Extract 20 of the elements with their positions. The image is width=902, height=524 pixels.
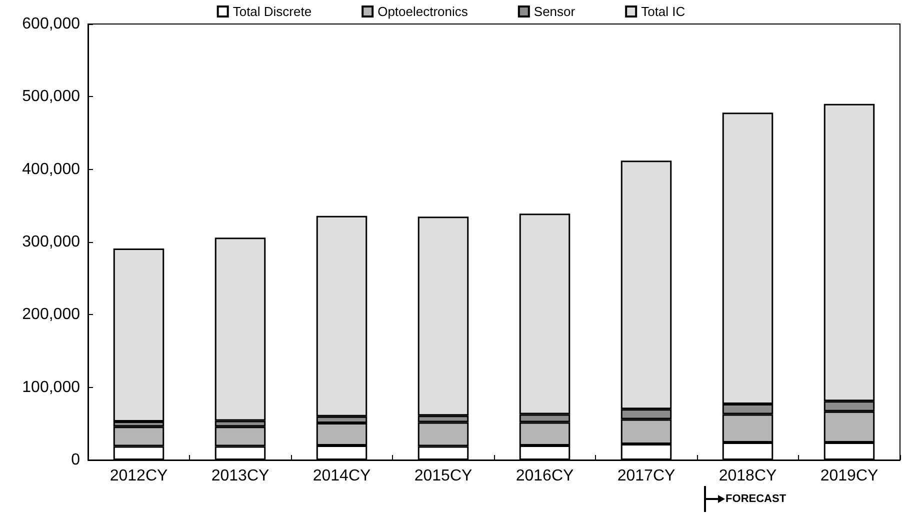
x-tick-label: 2013CY	[211, 468, 270, 484]
y-tick-label: 200,000	[22, 306, 80, 324]
x-tick-label: 2019CY	[820, 468, 878, 484]
y-tick-label: 500,000	[22, 88, 80, 106]
x-tick-label: 2014CY	[312, 468, 371, 484]
y-tick-label: 0	[71, 452, 80, 468]
y-tick-label: 400,000	[22, 160, 80, 178]
x-tick-label: 2012CY	[110, 468, 168, 484]
y-tick-label: 100,000	[22, 378, 80, 396]
x-tick-label: 2018CY	[718, 468, 777, 484]
text: FORECAST	[726, 493, 786, 505]
x-tick-label: 2017CY	[617, 468, 676, 484]
x-tick-label: 2016CY	[516, 468, 574, 484]
legend-label: Sensor	[534, 4, 576, 19]
y-tick-label: 600,000	[22, 16, 80, 32]
x-tick-label: 2015CY	[414, 468, 472, 484]
legend-label: Total IC	[641, 4, 686, 19]
legend-label: Optoelectronics	[378, 4, 468, 19]
legend-label: Total Discrete	[232, 4, 312, 19]
y-tick-label: 300,000	[22, 234, 80, 250]
